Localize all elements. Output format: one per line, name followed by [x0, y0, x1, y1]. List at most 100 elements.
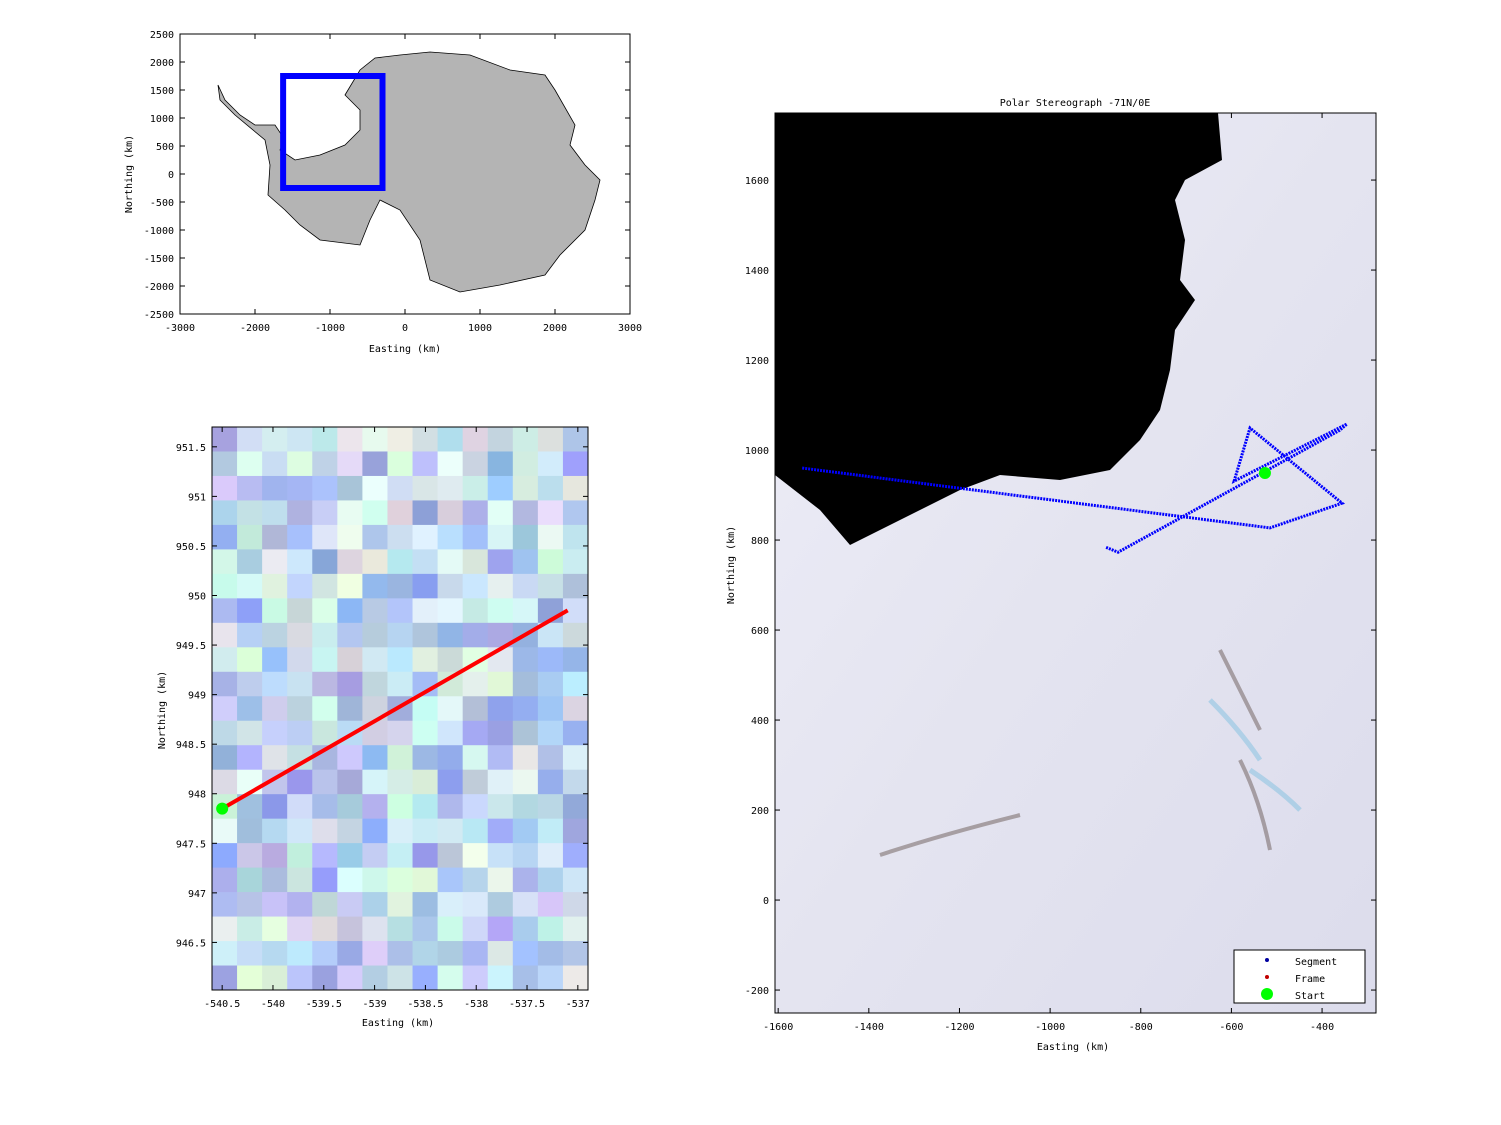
image-pixel [287, 671, 313, 697]
image-pixel [412, 818, 439, 844]
image-pixel [437, 427, 464, 452]
y-tick-label: 1600 [745, 176, 769, 187]
image-pixel [562, 573, 589, 599]
image-pixel [287, 892, 313, 918]
image-pixel [312, 818, 338, 844]
y-tick-label: -2500 [144, 310, 174, 321]
image-pixel [362, 427, 388, 452]
y-tick-label: 949 [188, 691, 206, 702]
image-pixel [312, 475, 338, 501]
image-pixel [262, 451, 288, 477]
image-pixel [562, 843, 589, 869]
image-pixel [312, 769, 338, 795]
image-pixel [362, 573, 388, 599]
image-pixel [562, 867, 589, 893]
image-pixel [412, 941, 439, 967]
image-pixel [487, 916, 514, 942]
image-pixel [487, 500, 514, 526]
rock-outcrops [879, 649, 1272, 857]
y-axis-label: Northing (km) [726, 526, 737, 604]
image-pixel [262, 720, 288, 746]
image-pixel [537, 892, 564, 918]
image-pixel [487, 818, 514, 844]
y-tick-label: 948.5 [176, 740, 206, 751]
image-pixel [437, 916, 464, 942]
image-pixel [212, 696, 238, 722]
image-pixel [287, 916, 313, 942]
image-pixel [487, 720, 514, 746]
image-pixel [312, 451, 338, 477]
image-pixel [512, 867, 539, 893]
image-pixel [512, 941, 539, 967]
image-pixel [362, 745, 388, 771]
y-tick-label: 0 [763, 896, 769, 907]
image-pixel [562, 696, 589, 722]
image-pixel [487, 549, 514, 575]
y-tick-label: -500 [150, 198, 174, 209]
image-pixel [537, 720, 564, 746]
image-pixel [237, 524, 263, 550]
image-pixel [462, 549, 489, 575]
image-pixel [237, 598, 263, 624]
image-pixel [362, 916, 388, 942]
image-pixel [387, 941, 414, 967]
y-tick-label: 947.5 [176, 839, 206, 850]
image-pixel [437, 647, 464, 673]
image-pixel [537, 573, 564, 599]
image-pixel [362, 451, 388, 477]
image-pixel [362, 892, 388, 918]
image-pixel [237, 696, 263, 722]
y-tick-label: 1000 [745, 446, 769, 457]
image-pixel [537, 941, 564, 967]
image-pixel [212, 427, 238, 452]
y-tick-label: -200 [745, 986, 769, 997]
image-pixel [312, 696, 338, 722]
x-tick-label: -539 [363, 999, 387, 1010]
image-pixel [337, 916, 363, 942]
image-pixel [412, 843, 439, 869]
x-tick-label: -400 [1310, 1022, 1334, 1033]
image-pixel [537, 843, 564, 869]
image-pixel [287, 524, 313, 550]
image-pixel [237, 965, 263, 991]
image-pixel [562, 549, 589, 575]
blue-ice [1208, 698, 1302, 812]
y-tick-label: 1000 [150, 114, 174, 125]
x-tick-label: -540.5 [204, 999, 240, 1010]
image-pixel [487, 867, 514, 893]
image-pixel [287, 720, 313, 746]
x-tick-label: -1000 [315, 323, 345, 334]
image-pixels [212, 427, 589, 991]
x-tick-label: 2000 [543, 323, 567, 334]
image-pixel [462, 941, 489, 967]
image-pixel [387, 500, 414, 526]
image-pixel [537, 671, 564, 697]
image-pixel [487, 573, 514, 599]
x-tick-label: -537 [566, 999, 590, 1010]
y-tick-label: 2500 [150, 30, 174, 41]
image-pixel [462, 892, 489, 918]
image-pixel [237, 500, 263, 526]
image-pixel [562, 916, 589, 942]
image-pixel [462, 818, 489, 844]
antarctica-land [217, 51, 601, 293]
image-pixel [212, 647, 238, 673]
image-pixel [312, 573, 338, 599]
image-pixel [537, 524, 564, 550]
y-axis-label: Northing (km) [157, 671, 168, 749]
image-pixel [512, 965, 539, 991]
image-pixel [337, 549, 363, 575]
x-tick-label: -538.5 [407, 999, 443, 1010]
y-axis-label: Northing (km) [124, 135, 135, 213]
image-pixel [287, 647, 313, 673]
x-tick-label: -3000 [165, 323, 195, 334]
image-pixel [512, 427, 539, 452]
image-pixel [537, 818, 564, 844]
image-pixel [387, 843, 414, 869]
image-pixel [337, 769, 363, 795]
image-pixel [387, 769, 414, 795]
image-pixel [237, 622, 263, 648]
image-pixel [537, 745, 564, 771]
image-pixel [337, 745, 363, 771]
